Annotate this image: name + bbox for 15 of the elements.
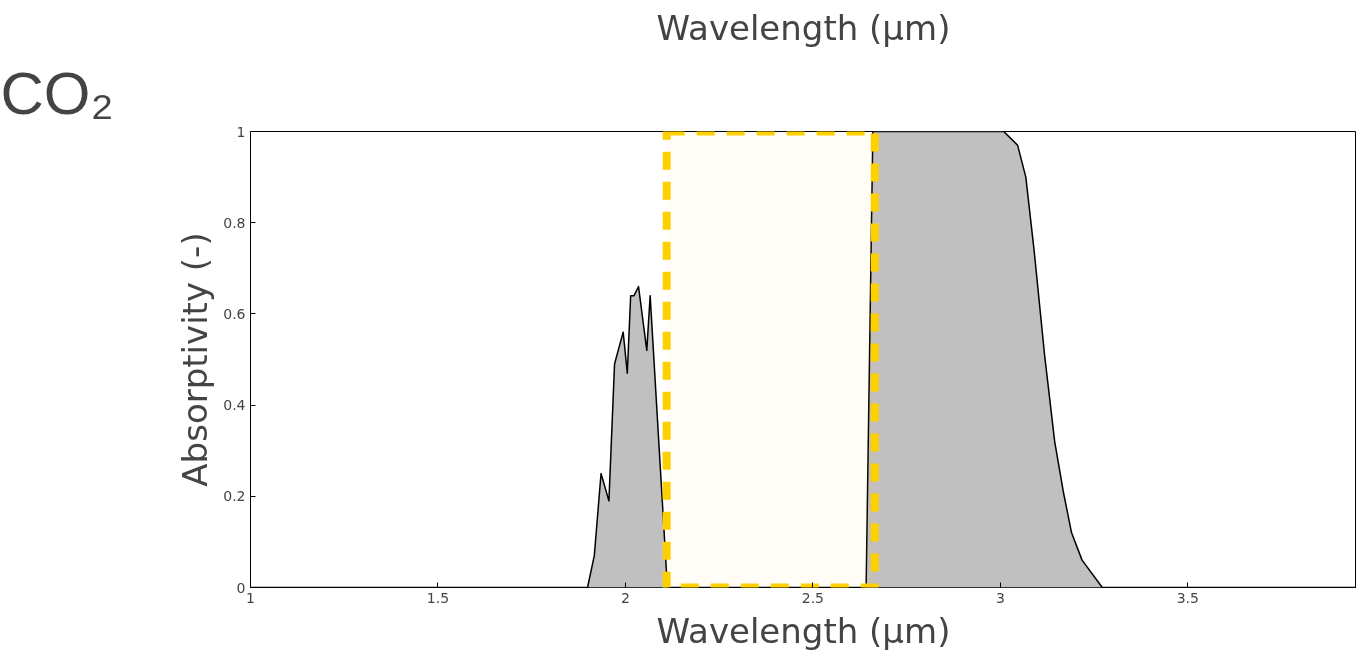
y-tick-label: 0.8 bbox=[223, 214, 246, 231]
x-tick-label: 3.5 bbox=[1176, 589, 1199, 606]
y-tick-label: 0.2 bbox=[223, 488, 246, 505]
chart-title: CO₂ bbox=[0, 59, 114, 127]
y-axis-title: Absorptivity (-) bbox=[175, 232, 216, 487]
x-tick-label: 1.5 bbox=[426, 589, 450, 606]
x-axis-title: Wavelength (μm) bbox=[656, 610, 951, 651]
y-tick-label: 1 bbox=[236, 123, 246, 140]
y-tick-label: 0.4 bbox=[223, 397, 246, 414]
x-tick-label: 2.5 bbox=[801, 589, 825, 606]
x-tick-label: 3 bbox=[995, 589, 1005, 606]
y-tick-label: 0 bbox=[236, 579, 246, 596]
text: Wavelength (μm) bbox=[656, 7, 951, 48]
x-tick-label: 2 bbox=[620, 589, 630, 606]
y-tick-label: 0.6 bbox=[223, 305, 246, 322]
